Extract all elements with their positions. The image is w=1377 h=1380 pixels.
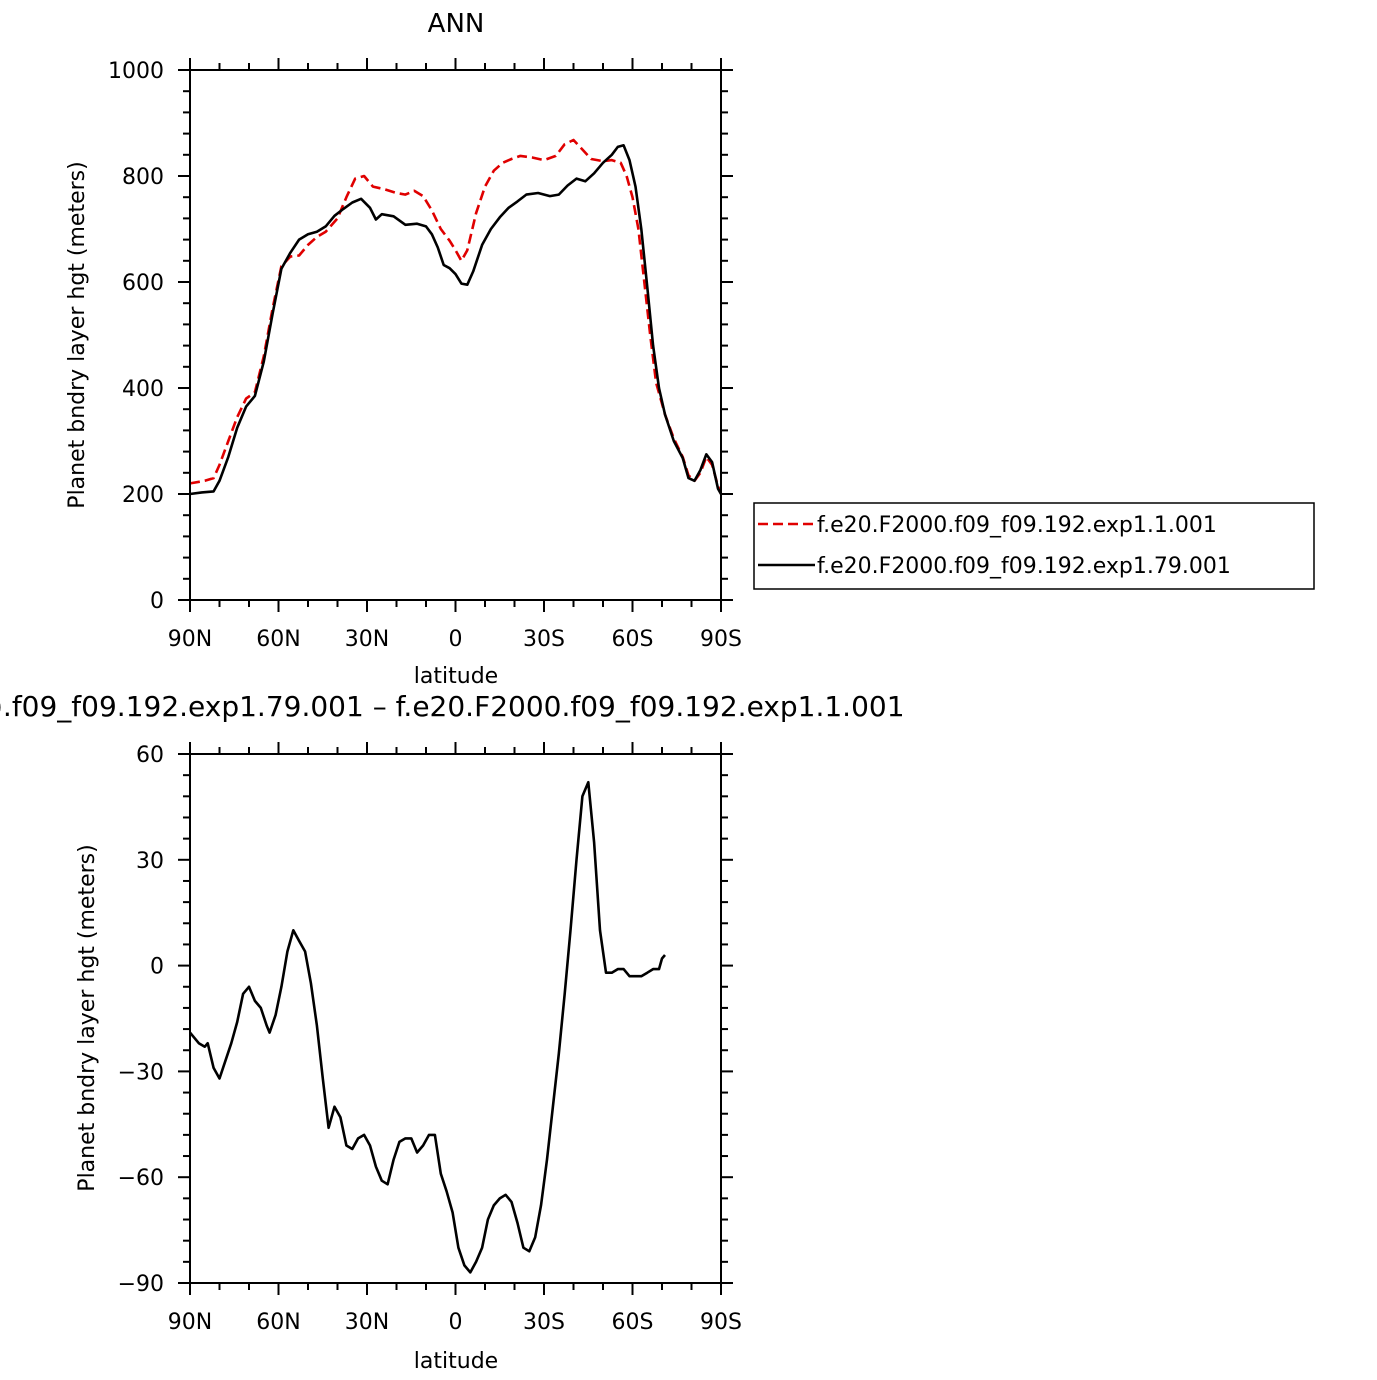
top-x-tick-label: 0: [449, 627, 463, 652]
bottom-y-axis-label: Planet bndry layer hgt (meters): [75, 844, 100, 1191]
bottom-y-tick-label: 0: [150, 955, 164, 980]
top-y-tick-label: 600: [122, 271, 164, 296]
top-y-tick-label: 0: [150, 589, 164, 614]
top-series-lines: [189, 138, 723, 496]
bottom-x-tick-label: 0: [449, 1310, 463, 1335]
top-y-tick-label: 800: [122, 165, 164, 190]
top-y-axis-label: Planet bndry layer hgt (meters): [65, 161, 90, 508]
top-x-tick-label: 90S: [700, 627, 742, 652]
bottom-y-tick-label: 60: [136, 743, 164, 768]
bottom-x-tick-label: 90N: [168, 1310, 212, 1335]
bottom-x-tick-label: 60S: [612, 1310, 654, 1335]
legend-box: [753, 502, 1315, 590]
bottom-x-tick-label: 30S: [523, 1310, 565, 1335]
top-series-line-1: [189, 138, 723, 495]
top-x-axis-label: latitude: [414, 664, 498, 689]
legend-label-series-2: f.e20.F2000.f09_f09.192.exp1.79.001: [817, 554, 1231, 579]
bottom-y-tick-label: −90: [118, 1272, 164, 1297]
bottom-x-tick-label: 30N: [345, 1310, 389, 1335]
bottom-plot-frame: [189, 753, 722, 1284]
top-x-tick-label: 30N: [345, 627, 389, 652]
bottom-series-lines: [188, 780, 666, 1274]
top-series-line-2: [189, 144, 723, 496]
bottom-axis-ticks: 90N 60N 30N 0 30S 60S 90S −90 −60 −30 0 30 60: [118, 742, 742, 1335]
top-x-tick-label: 60S: [612, 627, 654, 652]
top-x-tick-label: 30S: [523, 627, 565, 652]
legend: f.e20.F2000.f09_f09.192.exp1.1.001 f.e20…: [753, 502, 1315, 590]
bottom-panel: ).f09_f09.192.exp1.79.001 – f.e20.F2000.…: [0, 690, 905, 1374]
bottom-y-tick-label: 30: [136, 849, 164, 874]
top-chart-title: ANN: [428, 9, 485, 39]
bottom-y-tick-label: −30: [118, 1060, 164, 1085]
bottom-series-line-1: [188, 780, 666, 1274]
top-panel: ANN 90N 60N 30N 0 30S 60S 90S 0 200 400 600 800 1000…: [65, 9, 1315, 689]
bottom-x-tick-label: 60N: [256, 1310, 300, 1335]
top-plot-frame: [189, 69, 722, 601]
top-y-tick-label: 400: [122, 377, 164, 402]
top-x-tick-label: 90N: [168, 627, 212, 652]
top-y-tick-label: 1000: [108, 59, 164, 84]
bottom-x-tick-label: 90S: [700, 1310, 742, 1335]
bottom-y-tick-label: −60: [118, 1166, 164, 1191]
bottom-x-axis-label: latitude: [414, 1349, 498, 1374]
top-axis-ticks: 90N 60N 30N 0 30S 60S 90S 0 200 400 600 800 1000: [108, 58, 742, 652]
top-y-tick-label: 200: [122, 483, 164, 508]
bottom-chart-title: ).f09_f09.192.exp1.79.001 – f.e20.F2000.…: [0, 690, 905, 723]
legend-label-series-1: f.e20.F2000.f09_f09.192.exp1.1.001: [817, 513, 1217, 538]
top-x-tick-label: 60N: [256, 627, 300, 652]
